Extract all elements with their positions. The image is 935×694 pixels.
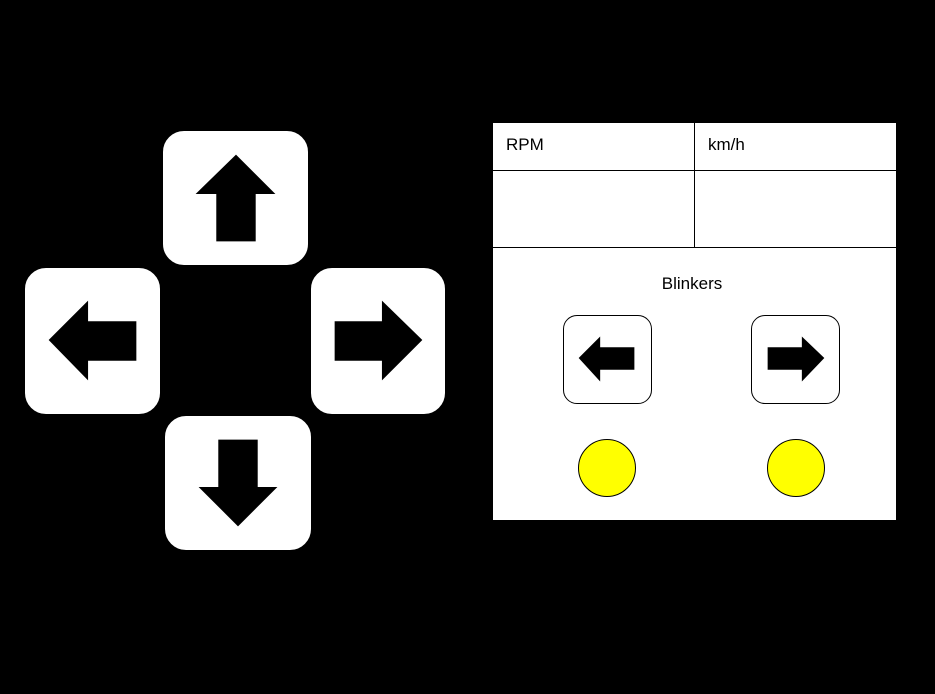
arrow-down-icon	[198, 439, 278, 527]
blinkers-title: Blinkers	[661, 274, 723, 293]
blinker-left-button[interactable]	[563, 315, 652, 404]
speed-label: km/h	[708, 135, 745, 154]
down-key-button[interactable]	[164, 415, 312, 551]
arrow-up-icon	[195, 154, 276, 242]
up-key-button[interactable]	[162, 130, 309, 266]
rpm-value-cell	[493, 171, 695, 248]
rpm-header-cell: RPM	[493, 123, 695, 171]
dashboard-panel: RPM km/h Blinkers	[493, 123, 896, 520]
speed-header-cell: km/h	[695, 123, 896, 171]
arrow-left-icon	[578, 336, 635, 382]
arrow-left-icon	[48, 300, 137, 381]
blinker-left-lamp	[578, 439, 636, 497]
arrow-right-icon	[767, 336, 825, 382]
blinker-right-lamp	[767, 439, 825, 497]
right-key-button[interactable]	[310, 267, 446, 415]
left-key-button[interactable]	[24, 267, 161, 415]
arrow-right-icon	[334, 300, 423, 381]
rpm-label: RPM	[506, 135, 544, 154]
blinker-right-button[interactable]	[751, 315, 840, 404]
speed-value-cell	[695, 171, 896, 248]
